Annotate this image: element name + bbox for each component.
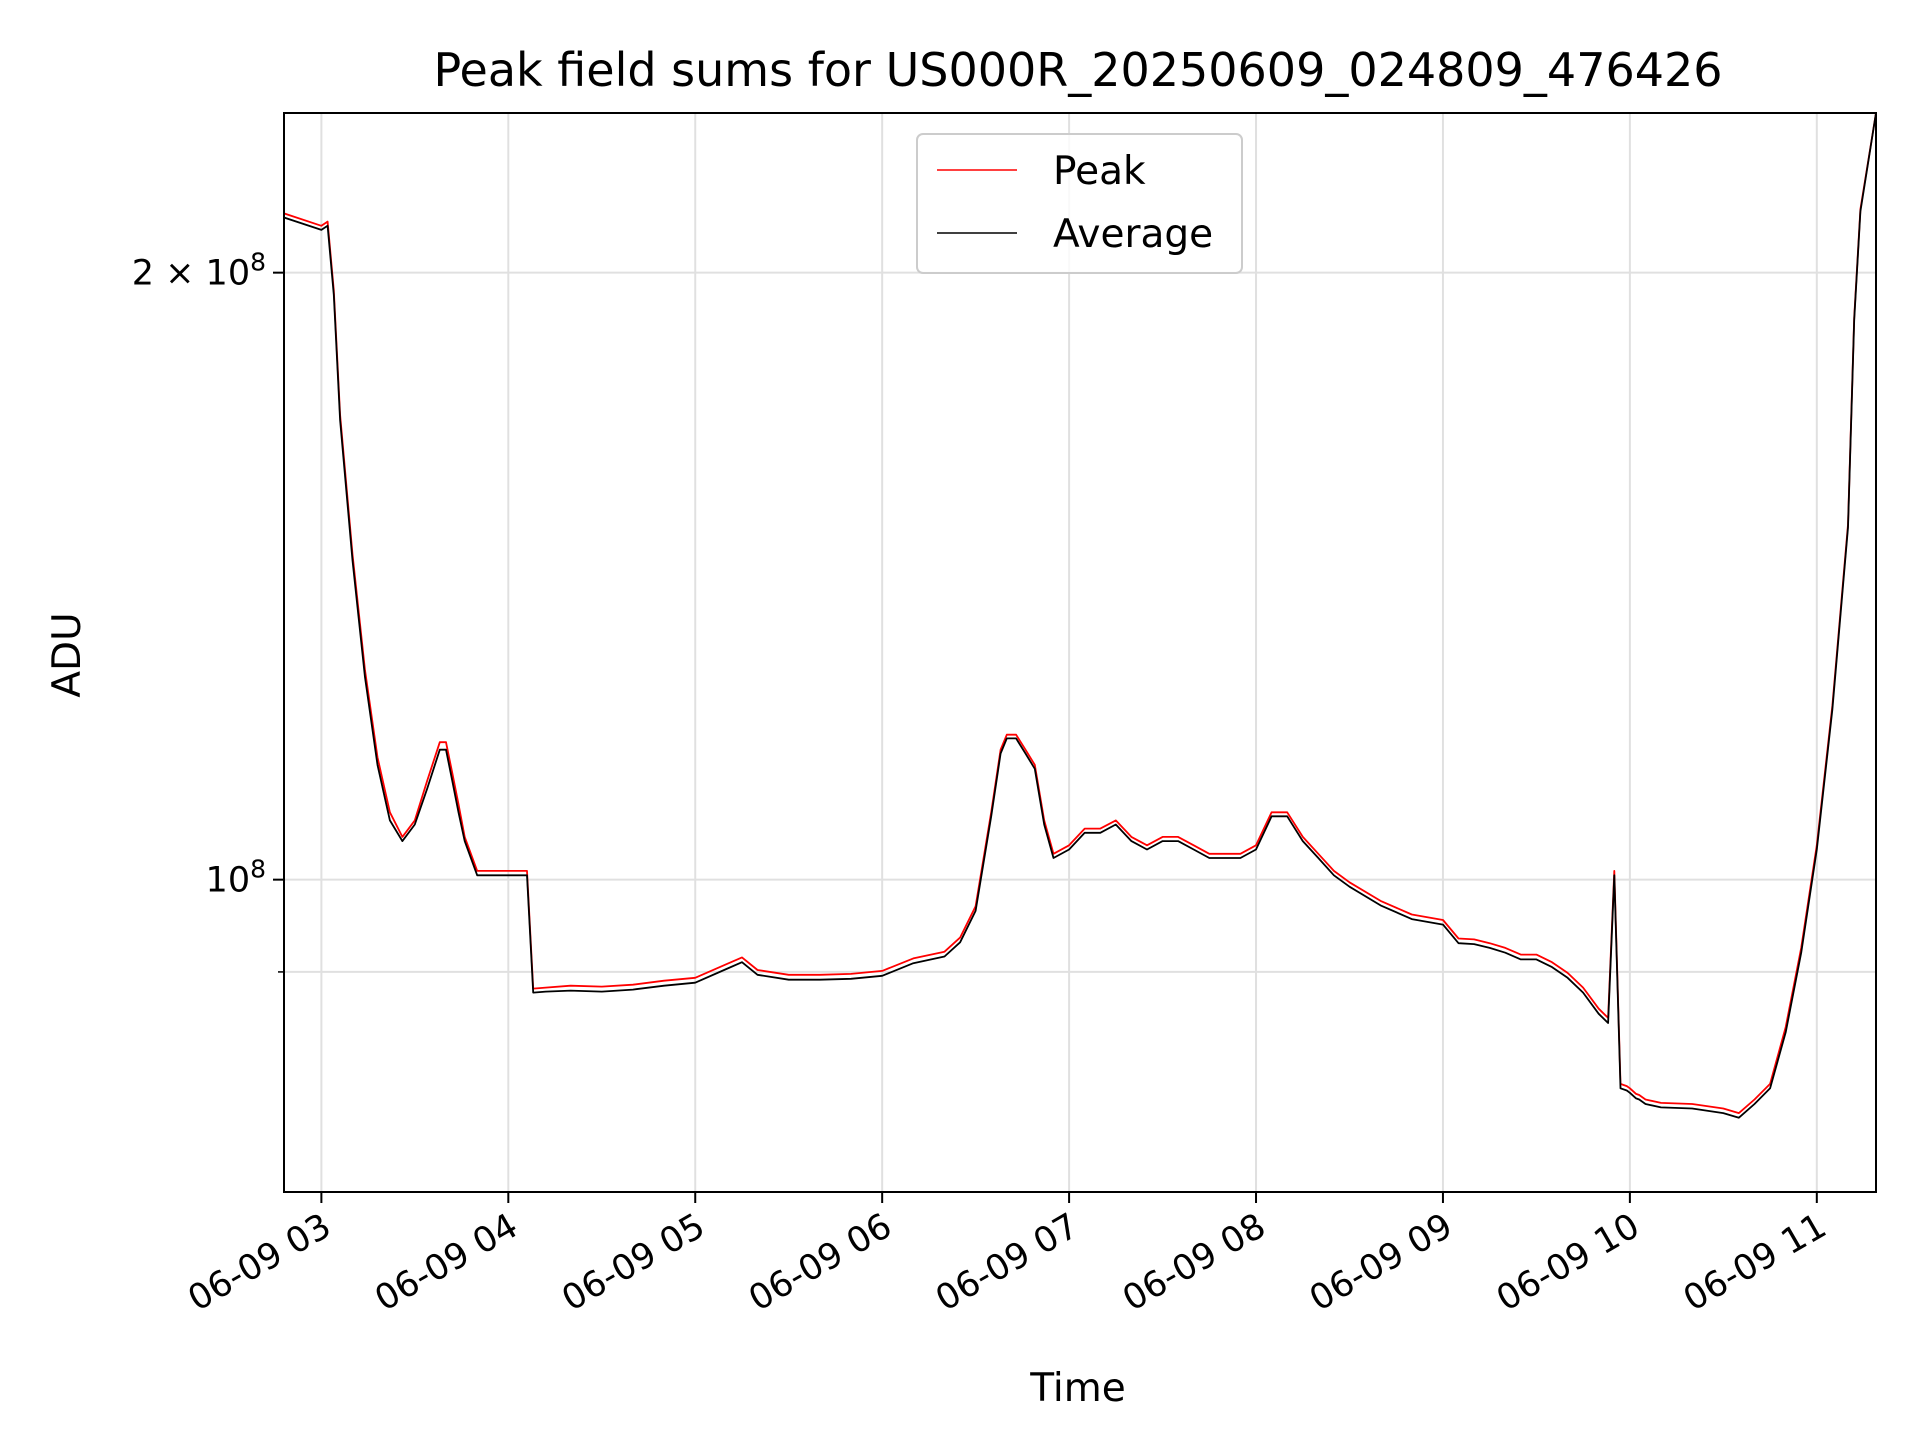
legend: Peak Average <box>916 133 1243 274</box>
legend-label-peak: Peak <box>1053 149 1146 194</box>
x-axis-label: Time <box>1029 1366 1125 1411</box>
legend-label-average: Average <box>1053 212 1213 257</box>
series-line-peak <box>284 113 1876 1114</box>
series-line-average <box>284 113 1876 1119</box>
chart-title: Peak field sums for US000R_20250609_0248… <box>433 43 1722 97</box>
series-layer <box>284 113 1876 1119</box>
y-tick-label: 2 × 108 <box>132 248 266 294</box>
plot-frame <box>283 112 1877 1193</box>
legend-box <box>916 133 1243 274</box>
y-axis-label: ADU <box>45 612 90 697</box>
